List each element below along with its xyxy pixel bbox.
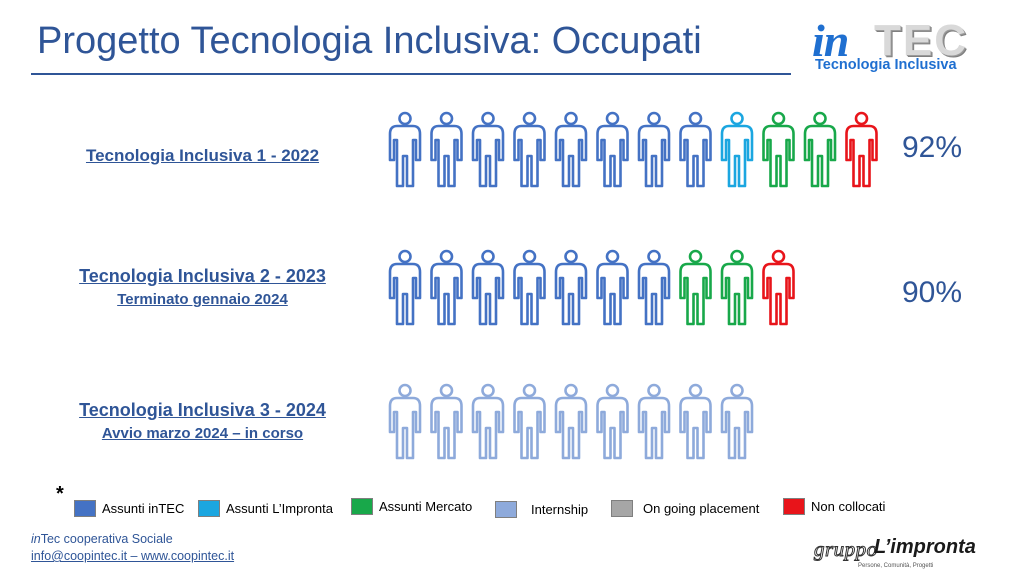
partner-logo-word: gruppo: [814, 537, 878, 562]
footer-org-prefix: in: [31, 532, 41, 546]
row-2-label: Tecnologia Inclusiva 2 - 2023: [79, 266, 326, 286]
person-icon: [679, 111, 712, 188]
person-icon: [513, 249, 546, 326]
legend-assunti-intec: Assunti inTEC: [74, 500, 184, 517]
legend-internship: Internship: [495, 501, 588, 518]
legend-on-going-placement: On going placement: [611, 500, 759, 517]
person-icon: [720, 383, 754, 460]
legend-assunti-mercato: Assunti Mercato: [351, 498, 472, 515]
legend-label: Non collocati: [811, 499, 886, 514]
intec-logo: in TEC Tecnologia Inclusiva: [812, 14, 982, 76]
swatch-non-collocati: [783, 498, 805, 515]
person-icon: [471, 249, 505, 326]
person-icon: [762, 249, 795, 326]
person-icon: [554, 111, 588, 188]
legend-label: Assunti L’Impronta: [226, 501, 333, 516]
person-icon: [596, 249, 629, 326]
person-icon: [720, 111, 754, 188]
person-icon: [679, 383, 712, 460]
person-icon: [637, 383, 671, 460]
legend-non-collocati: Non collocati: [783, 498, 885, 515]
person-icon: [430, 383, 463, 460]
person-icon: [388, 383, 422, 460]
swatch-assunti-intec: [74, 500, 96, 517]
legend-label: Assunti Mercato: [379, 499, 473, 514]
person-icon: [803, 111, 837, 188]
person-icon: [679, 249, 712, 326]
person-icon: [430, 249, 463, 326]
swatch-assunti-mercato: [351, 498, 373, 515]
legend-assunti-limpronta: Assunti L’Impronta: [198, 500, 333, 517]
row-2-sublabel: Terminato gennaio 2024: [117, 291, 288, 308]
logo-subtitle: Tecnologia Inclusiva: [815, 57, 957, 73]
person-icon: [596, 111, 629, 188]
person-icon: [513, 111, 546, 188]
legend-label: On going placement: [643, 501, 760, 516]
row-1-label: Tecnologia Inclusiva 1 - 2022: [85, 146, 320, 165]
person-icon: [513, 383, 546, 460]
person-icon: [554, 249, 588, 326]
slide-title: Progetto Tecnologia Inclusiva: Occupati: [37, 20, 702, 62]
person-icon: [637, 111, 671, 188]
person-icon: [596, 383, 629, 460]
legend-asterisk: *: [56, 483, 64, 505]
row-2-percent: 90%: [902, 276, 963, 309]
partner-logo-brand: L’impronta: [874, 536, 976, 558]
title-divider: [31, 73, 791, 75]
partner-logo-tagline: Persone, Comunità, Progetti: [858, 563, 934, 569]
logo-tec-text: TEC: [874, 16, 968, 65]
swatch-on-going-placement: [611, 500, 633, 517]
person-icon: [554, 383, 588, 460]
person-icon: [845, 111, 878, 188]
row-3-sublabel: Avvio marzo 2024 – in corso: [101, 425, 304, 442]
person-icon: [471, 383, 505, 460]
legend-label: Internship: [531, 502, 589, 517]
person-icon: [471, 111, 505, 188]
swatch-assunti-limpronta: [198, 500, 220, 517]
swatch-internship: [495, 501, 517, 518]
footer-org: inTec cooperativa Sociale: [31, 532, 173, 546]
person-icon: [637, 249, 671, 326]
gruppo-limpronta-logo: gruppo L’impronta Persone, Comunità, Pro…: [814, 535, 984, 575]
person-icon: [762, 111, 795, 188]
footer-org-rest: Tec cooperativa Sociale: [40, 532, 173, 546]
person-icon: [388, 249, 422, 326]
row-1-percent: 92%: [902, 131, 963, 164]
legend-label: Assunti inTEC: [102, 501, 185, 516]
person-icon: [430, 111, 463, 188]
person-icon: [720, 249, 754, 326]
row-3-label: Tecnologia Inclusiva 3 - 2024: [79, 400, 326, 420]
person-icon: [388, 111, 422, 188]
footer-contacts[interactable]: info@coopintec.it – www.coopintec.it: [31, 549, 235, 563]
logo-in-text: in: [812, 15, 849, 66]
